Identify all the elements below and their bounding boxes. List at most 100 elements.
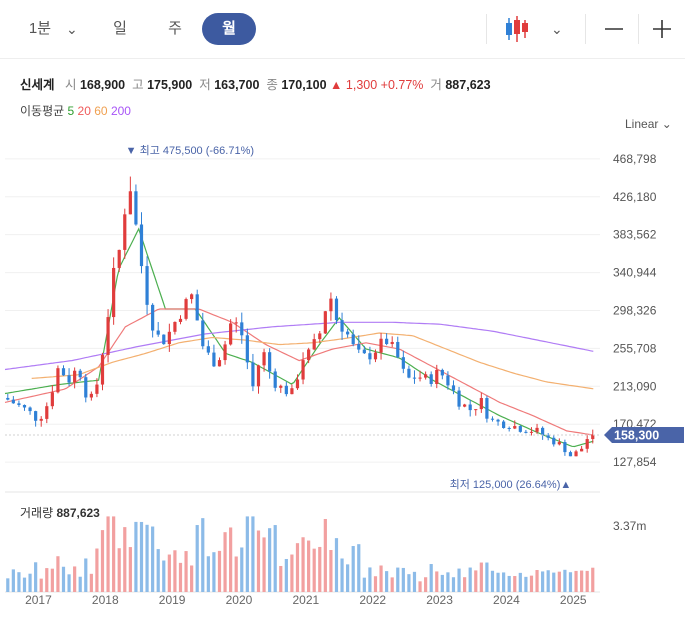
period-minute-button[interactable]: 1분 — [28, 20, 52, 37]
period-week-button[interactable]: 주 — [168, 20, 182, 37]
minus-icon[interactable] — [597, 12, 631, 46]
chevron-down-icon[interactable]: ⌄ — [551, 21, 563, 37]
scale-mode-toggle[interactable]: Linear ⌄ — [625, 117, 672, 131]
volume-bar — [167, 554, 171, 592]
open-label: 시 — [64, 78, 77, 92]
volume-bar — [485, 562, 489, 592]
candle-body — [457, 390, 461, 407]
volume-bar — [524, 576, 528, 592]
volume-bar — [574, 570, 578, 592]
moving-average-ma200 — [4, 321, 594, 371]
candle-body — [139, 224, 144, 267]
candle-body — [201, 320, 205, 347]
toolbar-divider — [486, 14, 487, 44]
volume-bar — [463, 577, 467, 592]
current-price-tag — [604, 427, 684, 444]
volume-bar — [95, 548, 99, 592]
candle-body — [217, 360, 222, 367]
candle-body — [407, 368, 411, 378]
volume-bar — [78, 576, 82, 592]
volume-bar — [50, 568, 54, 592]
volume-bar — [234, 556, 238, 592]
period-month-button[interactable]: 월 — [202, 13, 256, 45]
volume-bar — [451, 577, 456, 592]
volume-bar — [184, 551, 188, 592]
close-value: 170,100 — [281, 78, 327, 92]
y-axis-ticks: 468,798 426,180 383,562 340,944 298,326 255,7… — [613, 152, 657, 533]
period-day-button[interactable]: 일 — [113, 20, 127, 37]
volume-bar — [474, 570, 478, 592]
candle-body — [568, 452, 573, 457]
volume-bar — [529, 575, 534, 592]
volume-bar — [357, 544, 361, 592]
volume-bar — [223, 532, 227, 592]
candle-body — [178, 318, 183, 322]
candle-body — [541, 427, 545, 436]
volume-bar — [61, 566, 66, 592]
candle-body — [67, 375, 71, 383]
candle-body — [580, 448, 584, 452]
volume-bar — [518, 572, 522, 592]
candle-body — [346, 331, 350, 335]
candle-body — [368, 353, 372, 360]
y-tick-label: 170,472 — [613, 417, 657, 431]
volume-bar — [502, 572, 506, 592]
ma-200: 200 — [110, 104, 131, 118]
toolbar-divider — [585, 14, 586, 44]
candle-body — [507, 427, 511, 429]
candle-body — [334, 298, 339, 321]
volume-bar — [284, 558, 288, 592]
candle-body — [240, 322, 244, 336]
volume-bar — [496, 572, 500, 592]
x-tick-label: 2023 — [426, 593, 453, 607]
plus-icon[interactable] — [645, 12, 679, 46]
candle-body — [357, 344, 361, 350]
volume-bar — [145, 524, 149, 592]
volume-bar — [256, 530, 261, 592]
volume-bar — [329, 550, 333, 592]
candle-body — [245, 335, 249, 363]
candle-body — [412, 377, 417, 379]
volume-tick-label: 3.37m — [613, 519, 646, 533]
candle-body — [307, 349, 311, 361]
candle-body — [89, 393, 93, 398]
y-tick-label: 468,798 — [613, 152, 657, 166]
candle-body — [524, 431, 528, 433]
candle-body — [290, 388, 294, 395]
volume-bar — [201, 518, 205, 592]
volume-bar — [440, 574, 444, 592]
chevron-down-icon[interactable]: ⌄ — [66, 21, 78, 37]
candle-body — [379, 338, 383, 353]
volume-bar — [379, 565, 383, 592]
candle-body — [73, 370, 77, 383]
candle-body — [529, 431, 534, 433]
volume-bar — [206, 556, 210, 592]
candlestick-icon[interactable] — [500, 12, 534, 46]
volume-bar — [307, 540, 311, 592]
volume-bar — [591, 567, 595, 592]
volume-bar — [435, 571, 439, 592]
volume-bar — [217, 550, 222, 592]
candle-body — [39, 418, 43, 421]
volume-bar — [156, 549, 160, 592]
x-tick-label: 2019 — [159, 593, 186, 607]
volume-bar — [552, 572, 556, 592]
y-tick-label: 340,944 — [613, 266, 657, 280]
candle-body — [418, 377, 422, 379]
moving-average-ma5 — [4, 227, 594, 448]
candle-body — [50, 392, 54, 407]
candle-body — [591, 435, 595, 440]
x-tick-label: 2018 — [92, 593, 119, 607]
ma-20: 20 — [77, 104, 91, 118]
volume-bar — [100, 530, 105, 592]
volume-bar — [273, 525, 277, 592]
volume-bar — [385, 571, 389, 592]
candle-body — [100, 354, 105, 385]
candle-body — [451, 385, 456, 391]
volume-bar — [373, 576, 378, 592]
volume-bar — [173, 550, 177, 592]
volume-bar — [390, 577, 394, 592]
volume-bar — [17, 572, 21, 592]
low-value: 163,700 — [214, 78, 260, 92]
